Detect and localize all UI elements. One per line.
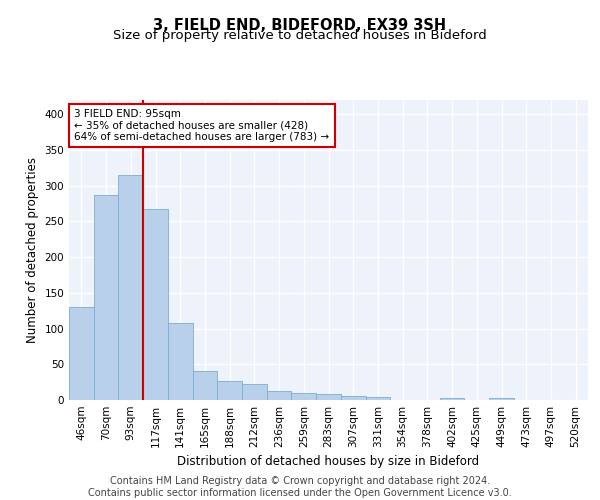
- Bar: [316, 394, 341, 400]
- Bar: [365, 397, 390, 400]
- Bar: [143, 210, 168, 400]
- Text: 3 FIELD END: 95sqm
← 35% of detached houses are smaller (428)
64% of semi-detach: 3 FIELD END: 95sqm ← 35% of detached hou…: [74, 109, 329, 142]
- Bar: [440, 398, 464, 400]
- Bar: [69, 307, 94, 400]
- Bar: [94, 195, 118, 400]
- Bar: [193, 370, 217, 400]
- Bar: [118, 175, 143, 400]
- Bar: [341, 396, 365, 400]
- Bar: [168, 323, 193, 400]
- Text: Contains HM Land Registry data © Crown copyright and database right 2024.
Contai: Contains HM Land Registry data © Crown c…: [88, 476, 512, 498]
- Bar: [242, 384, 267, 400]
- Text: 3, FIELD END, BIDEFORD, EX39 3SH: 3, FIELD END, BIDEFORD, EX39 3SH: [154, 18, 446, 32]
- Bar: [217, 382, 242, 400]
- X-axis label: Distribution of detached houses by size in Bideford: Distribution of detached houses by size …: [178, 456, 479, 468]
- Bar: [292, 393, 316, 400]
- Bar: [267, 390, 292, 400]
- Text: Size of property relative to detached houses in Bideford: Size of property relative to detached ho…: [113, 29, 487, 42]
- Y-axis label: Number of detached properties: Number of detached properties: [26, 157, 39, 343]
- Bar: [489, 398, 514, 400]
